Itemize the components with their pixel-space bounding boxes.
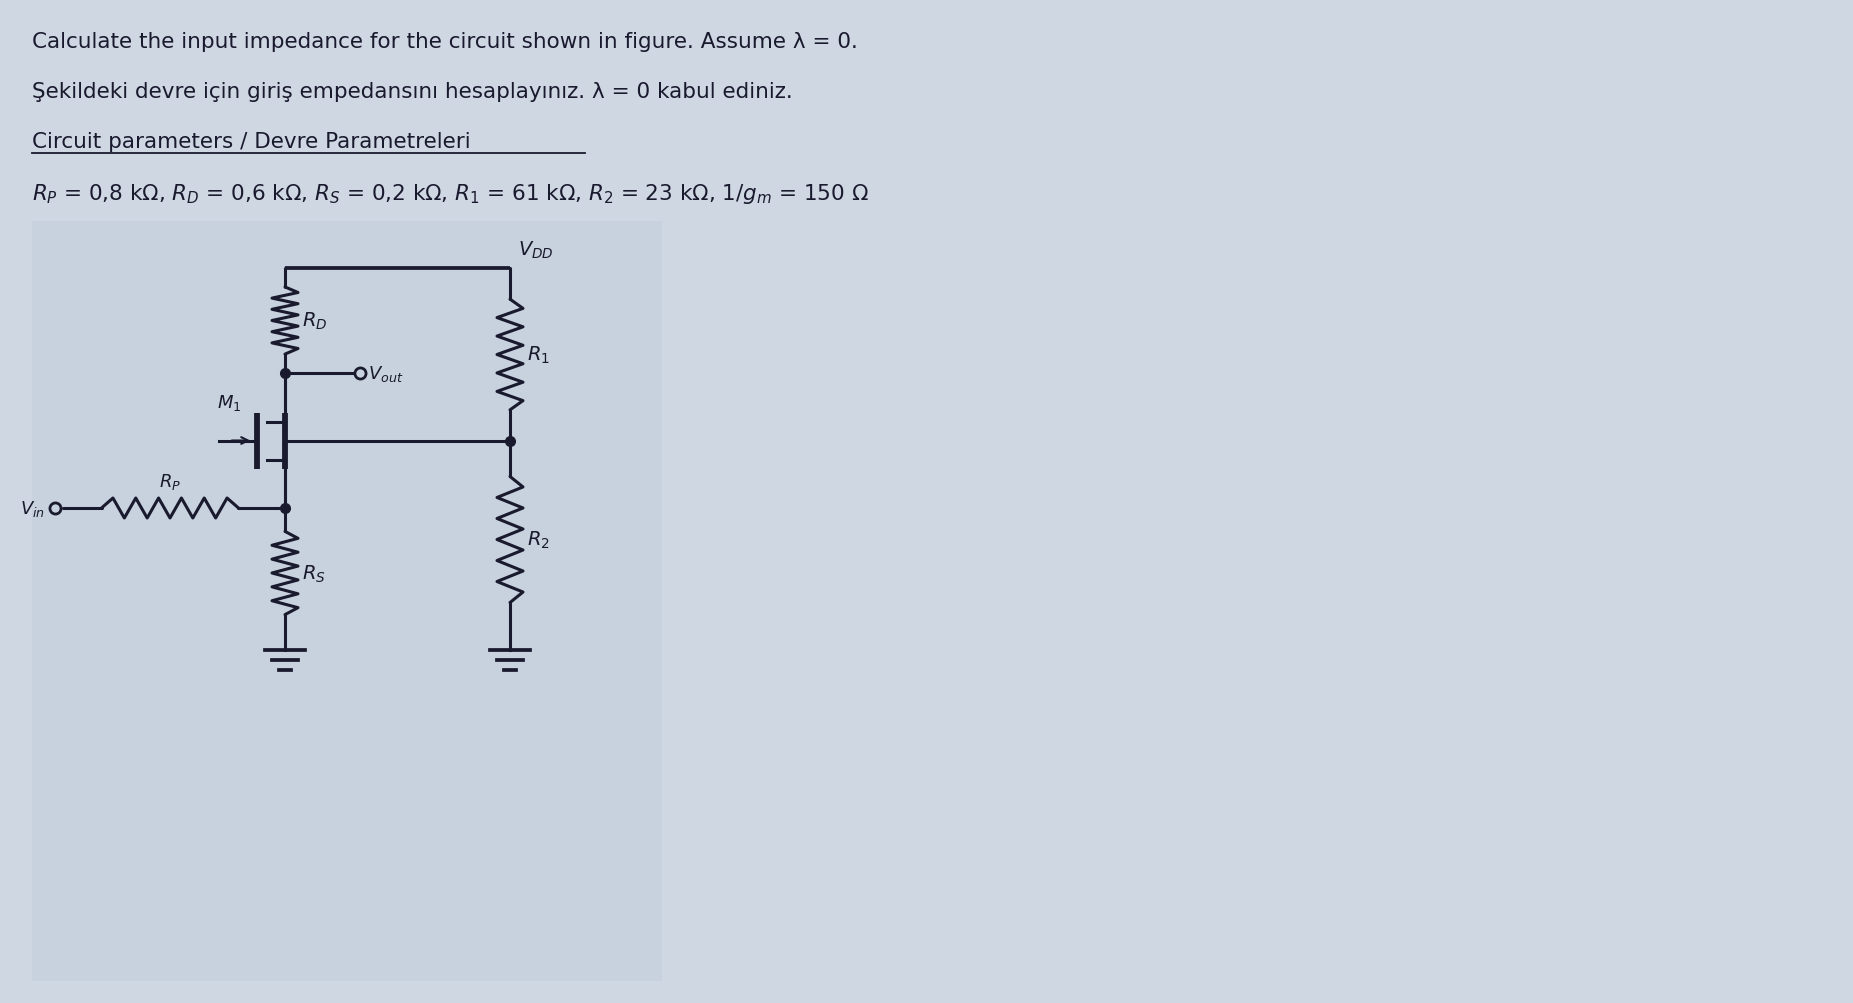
Text: Circuit parameters / Devre Parametreleri: Circuit parameters / Devre Parametreleri [32, 131, 471, 151]
Text: $V_{out}$: $V_{out}$ [369, 364, 404, 383]
Text: $V_{in}$: $V_{in}$ [20, 498, 44, 519]
Text: $R_P$ = 0,8 k$\Omega$, $R_D$ = 0,6 k$\Omega$, $R_S$ = 0,2 k$\Omega$, $R_1$ = 61 : $R_P$ = 0,8 k$\Omega$, $R_D$ = 0,6 k$\Om… [32, 182, 869, 206]
Text: Calculate the input impedance for the circuit shown in figure. Assume λ = 0.: Calculate the input impedance for the ci… [32, 32, 858, 52]
Text: $R_1$: $R_1$ [526, 344, 550, 366]
Text: $R_P$: $R_P$ [159, 471, 182, 491]
Text: $V_{DD}$: $V_{DD}$ [519, 240, 554, 261]
FancyBboxPatch shape [32, 222, 662, 981]
Text: $R_S$: $R_S$ [302, 563, 326, 584]
Text: $R_D$: $R_D$ [302, 311, 328, 332]
Text: $M_1$: $M_1$ [217, 393, 241, 413]
Text: $R_2$: $R_2$ [526, 530, 550, 551]
Text: Şekildeki devre için giriş empedansını hesaplayınız. λ = 0 kabul ediniz.: Şekildeki devre için giriş empedansını h… [32, 82, 793, 102]
